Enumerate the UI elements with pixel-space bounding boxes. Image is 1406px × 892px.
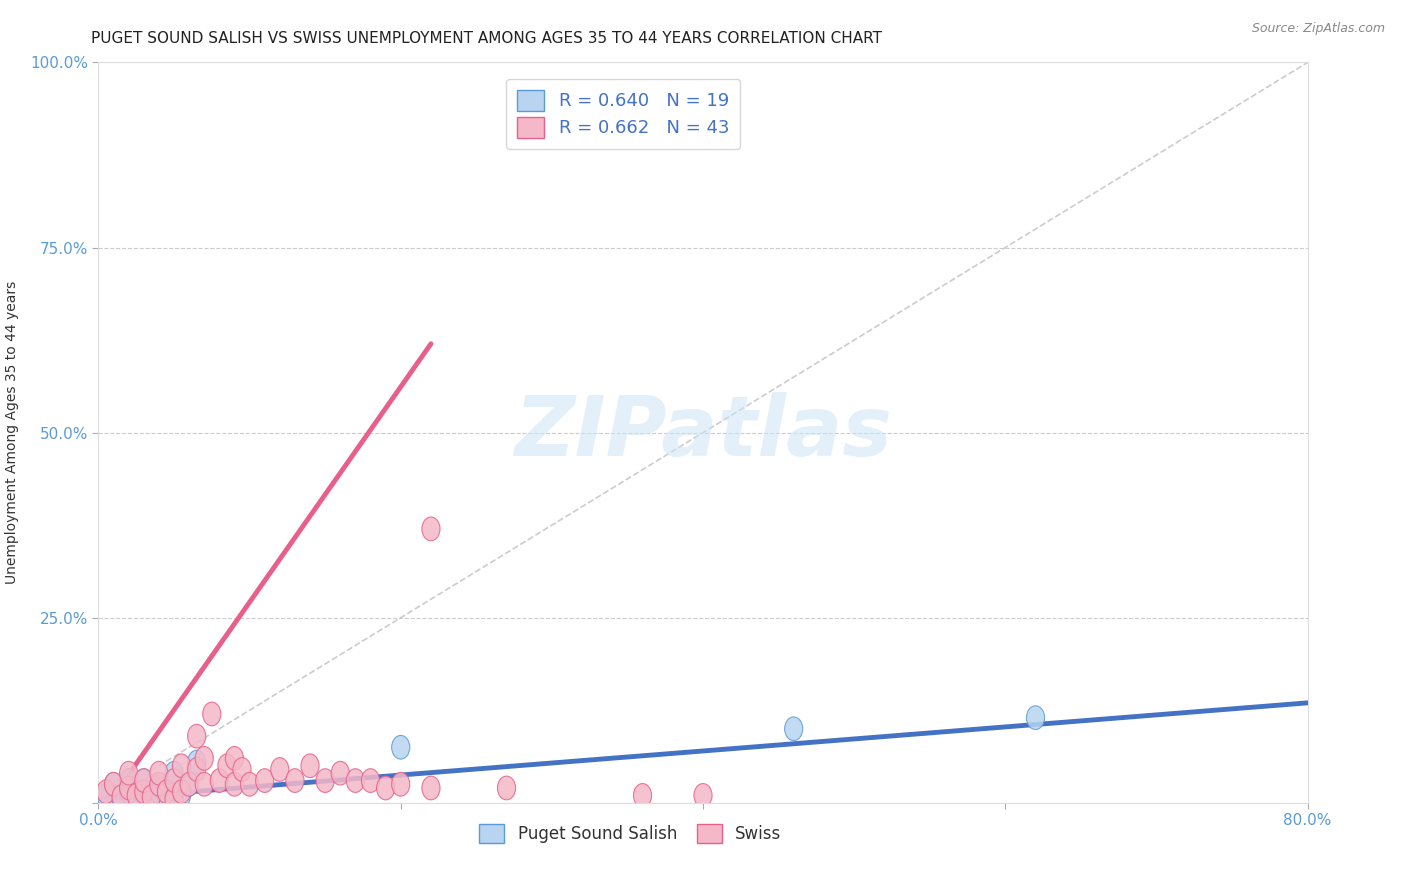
Ellipse shape xyxy=(240,772,259,797)
Ellipse shape xyxy=(346,769,364,792)
Ellipse shape xyxy=(173,780,191,804)
Ellipse shape xyxy=(361,769,380,792)
Ellipse shape xyxy=(211,769,228,792)
Ellipse shape xyxy=(377,776,395,800)
Ellipse shape xyxy=(285,769,304,792)
Ellipse shape xyxy=(173,754,191,778)
Ellipse shape xyxy=(120,769,138,792)
Ellipse shape xyxy=(202,702,221,726)
Ellipse shape xyxy=(150,772,167,797)
Ellipse shape xyxy=(634,783,651,807)
Legend: Puget Sound Salish, Swiss: Puget Sound Salish, Swiss xyxy=(472,817,789,850)
Ellipse shape xyxy=(135,769,153,792)
Ellipse shape xyxy=(104,772,122,797)
Ellipse shape xyxy=(195,772,214,797)
Ellipse shape xyxy=(97,783,115,807)
Ellipse shape xyxy=(271,757,288,781)
Ellipse shape xyxy=(498,776,516,800)
Ellipse shape xyxy=(173,783,191,807)
Ellipse shape xyxy=(165,788,183,811)
Ellipse shape xyxy=(422,776,440,800)
Ellipse shape xyxy=(785,717,803,740)
Ellipse shape xyxy=(218,754,236,778)
Ellipse shape xyxy=(301,754,319,778)
Ellipse shape xyxy=(180,772,198,797)
Ellipse shape xyxy=(112,788,131,811)
Ellipse shape xyxy=(195,747,214,770)
Y-axis label: Unemployment Among Ages 35 to 44 years: Unemployment Among Ages 35 to 44 years xyxy=(4,281,18,584)
Ellipse shape xyxy=(135,769,153,792)
Ellipse shape xyxy=(120,776,138,800)
Ellipse shape xyxy=(332,762,349,785)
Ellipse shape xyxy=(225,772,243,797)
Ellipse shape xyxy=(1026,706,1045,730)
Ellipse shape xyxy=(225,747,243,770)
Ellipse shape xyxy=(150,780,167,804)
Ellipse shape xyxy=(150,772,167,797)
Ellipse shape xyxy=(187,757,205,781)
Ellipse shape xyxy=(150,762,167,785)
Ellipse shape xyxy=(142,785,160,809)
Ellipse shape xyxy=(120,762,138,785)
Text: ZIPatlas: ZIPatlas xyxy=(515,392,891,473)
Ellipse shape xyxy=(233,757,252,781)
Ellipse shape xyxy=(165,769,183,792)
Ellipse shape xyxy=(120,780,138,804)
Ellipse shape xyxy=(104,772,122,797)
Ellipse shape xyxy=(157,780,176,804)
Ellipse shape xyxy=(187,724,205,748)
Ellipse shape xyxy=(112,785,131,809)
Ellipse shape xyxy=(180,772,198,797)
Ellipse shape xyxy=(135,780,153,804)
Ellipse shape xyxy=(165,776,183,800)
Ellipse shape xyxy=(392,772,409,797)
Ellipse shape xyxy=(187,750,205,774)
Text: Source: ZipAtlas.com: Source: ZipAtlas.com xyxy=(1251,22,1385,36)
Ellipse shape xyxy=(127,783,145,807)
Ellipse shape xyxy=(165,762,183,785)
Ellipse shape xyxy=(157,785,176,809)
Ellipse shape xyxy=(392,735,409,759)
Ellipse shape xyxy=(97,780,115,804)
Ellipse shape xyxy=(695,783,711,807)
Text: PUGET SOUND SALISH VS SWISS UNEMPLOYMENT AMONG AGES 35 TO 44 YEARS CORRELATION C: PUGET SOUND SALISH VS SWISS UNEMPLOYMENT… xyxy=(91,31,883,46)
Ellipse shape xyxy=(135,783,153,807)
Ellipse shape xyxy=(142,788,160,811)
Ellipse shape xyxy=(316,769,335,792)
Ellipse shape xyxy=(422,517,440,541)
Ellipse shape xyxy=(256,769,274,792)
